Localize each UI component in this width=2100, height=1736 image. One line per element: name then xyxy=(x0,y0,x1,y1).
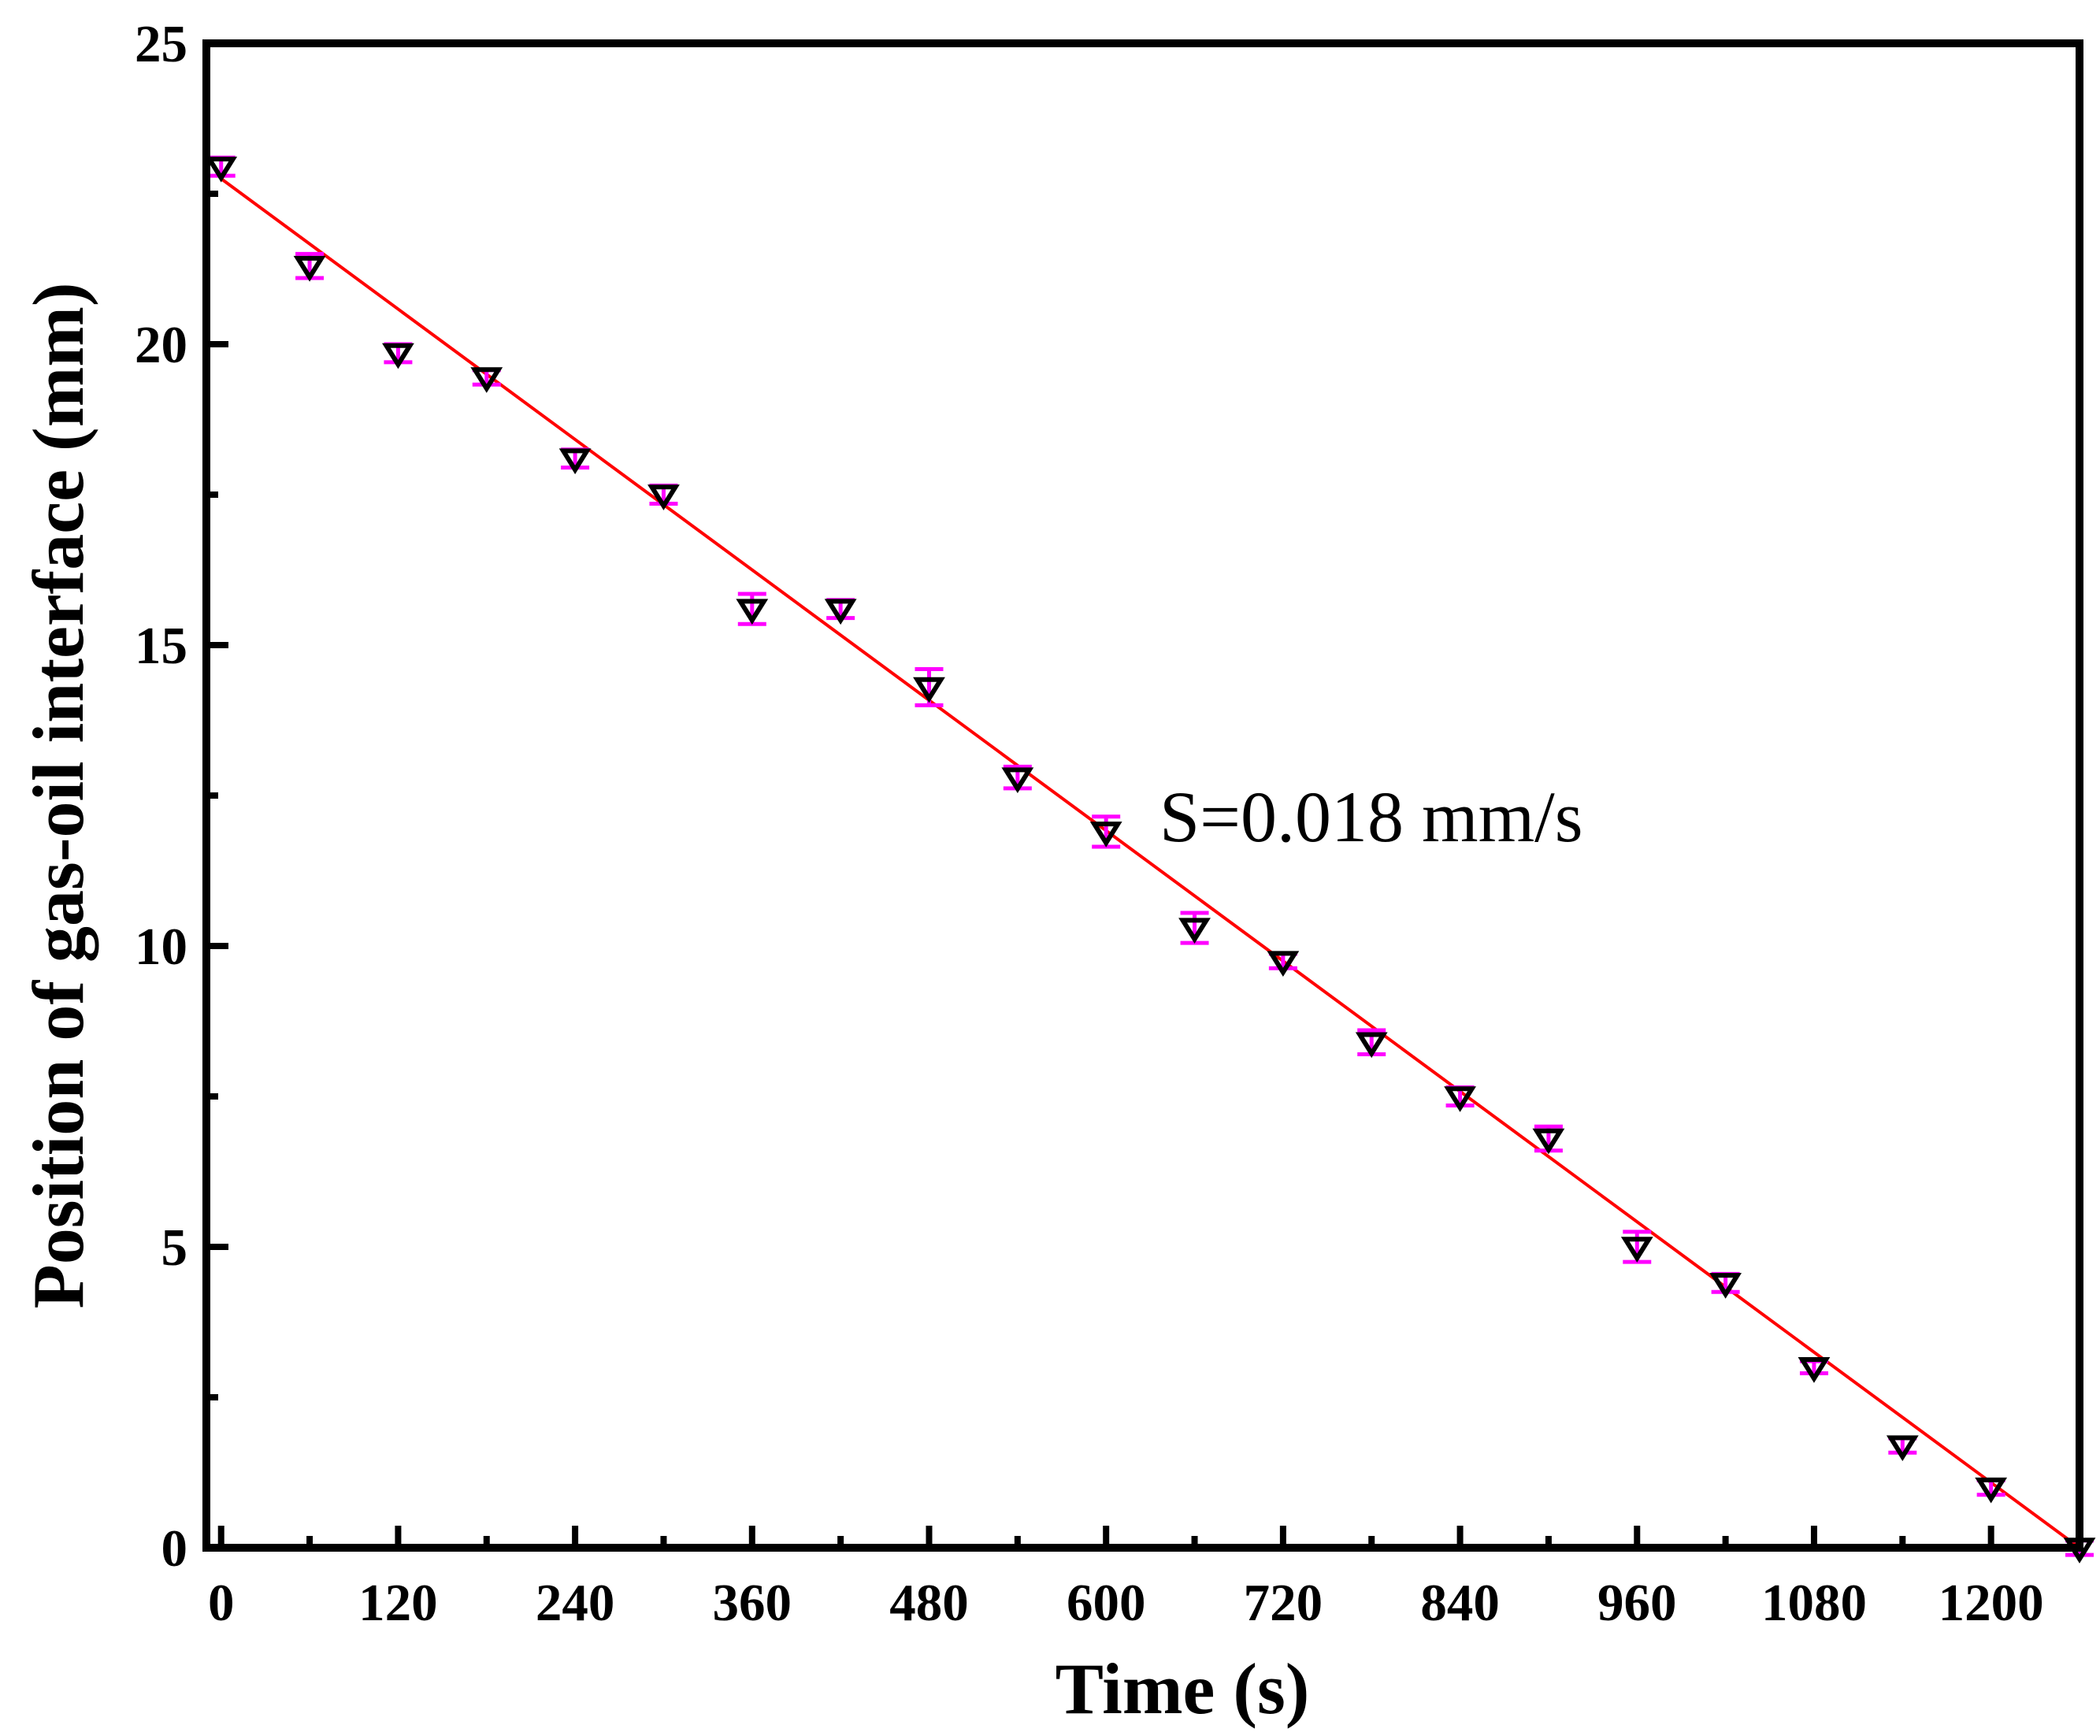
x-axis-title: Time (s) xyxy=(1056,1649,1310,1729)
data-point xyxy=(1798,1357,1831,1383)
data-point xyxy=(824,599,857,625)
y-tick-label: 10 xyxy=(135,918,187,976)
data-point xyxy=(647,484,680,510)
y-tick-label: 15 xyxy=(135,617,187,675)
fit-line-layer xyxy=(220,177,2081,1549)
fit-line xyxy=(220,177,2081,1549)
data-point xyxy=(1355,1032,1388,1059)
x-tick-label: 1200 xyxy=(1939,1574,2044,1632)
y-axis-title: Position of gas-oil interface (mm) xyxy=(18,282,98,1308)
data-point xyxy=(1886,1435,1919,1462)
data-point xyxy=(1620,1237,1653,1263)
data-point xyxy=(382,343,414,369)
data-point xyxy=(1532,1128,1565,1155)
x-tick-label: 1080 xyxy=(1761,1574,1867,1632)
x-tick-label: 0 xyxy=(208,1574,235,1632)
x-tick-label: 240 xyxy=(536,1574,615,1632)
y-tick-label: 20 xyxy=(135,316,187,374)
data-point xyxy=(1709,1273,1742,1299)
data-point xyxy=(1975,1477,2008,1504)
data-point xyxy=(470,367,503,393)
axis-ticks xyxy=(206,40,1994,1551)
data-point xyxy=(913,677,945,703)
data-point xyxy=(1444,1086,1476,1112)
data-point xyxy=(1089,822,1122,848)
x-tick-label: 840 xyxy=(1420,1574,1500,1632)
y-tick-label: 5 xyxy=(161,1219,188,1277)
data-point xyxy=(1267,951,1300,977)
data-point xyxy=(736,599,769,625)
data-point xyxy=(205,156,238,183)
data-point xyxy=(1001,767,1034,793)
data-point xyxy=(1178,918,1211,944)
y-tick-label: 0 xyxy=(161,1519,188,1578)
marker-layer xyxy=(205,156,2096,1564)
slope-annotation: S=0.018 mm/s xyxy=(1159,777,1583,857)
x-tick-label: 600 xyxy=(1067,1574,1146,1632)
x-tick-label: 960 xyxy=(1597,1574,1677,1632)
plot-frame xyxy=(202,39,2083,1552)
errorbar-layer xyxy=(206,155,2094,1557)
data-point xyxy=(293,255,326,282)
x-tick-label: 720 xyxy=(1244,1574,1323,1632)
x-tick-label: 480 xyxy=(889,1574,969,1632)
x-tick-label: 120 xyxy=(358,1574,438,1632)
x-tick-label: 360 xyxy=(713,1574,792,1632)
y-tick-label: 25 xyxy=(135,15,187,73)
data-point xyxy=(558,448,592,475)
tick-labels: 0 120 240 360 480 600 720 840 960 1080 1200 0 5 10 15 2… xyxy=(135,15,2044,1632)
